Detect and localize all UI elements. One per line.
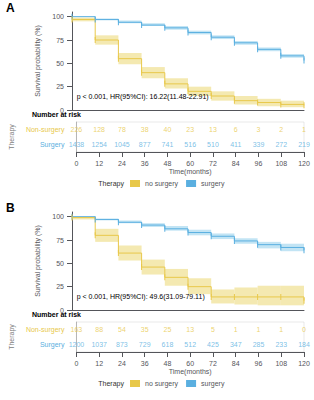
svg-text:1037: 1037 xyxy=(91,341,107,348)
svg-text:60: 60 xyxy=(186,360,194,367)
svg-text:163: 163 xyxy=(71,326,83,333)
svg-text:3: 3 xyxy=(257,126,261,133)
svg-text:108: 108 xyxy=(275,360,287,367)
svg-text:Number at risk: Number at risk xyxy=(32,311,81,318)
svg-text:184: 184 xyxy=(298,341,310,348)
svg-text:0: 0 xyxy=(302,326,306,333)
svg-text:0: 0 xyxy=(60,306,64,314)
svg-text:0: 0 xyxy=(60,106,64,114)
svg-text:510: 510 xyxy=(207,141,219,148)
svg-text:877: 877 xyxy=(139,141,151,148)
svg-text:1: 1 xyxy=(279,326,283,333)
svg-text:120: 120 xyxy=(298,360,310,367)
svg-text:Number at risk: Number at risk xyxy=(32,111,81,118)
svg-text:84: 84 xyxy=(232,360,240,367)
svg-text:873: 873 xyxy=(116,341,128,348)
svg-text:36: 36 xyxy=(141,360,149,367)
svg-text:12: 12 xyxy=(95,160,103,167)
svg-text:Therapy: Therapy xyxy=(8,324,16,350)
svg-text:25: 25 xyxy=(164,326,172,333)
svg-text:Therapy: Therapy xyxy=(98,180,124,188)
svg-text:128: 128 xyxy=(93,126,105,133)
svg-text:219: 219 xyxy=(298,141,310,148)
svg-text:Survival probability (%): Survival probability (%) xyxy=(34,25,42,97)
svg-text:25: 25 xyxy=(56,83,64,90)
svg-text:100: 100 xyxy=(52,213,64,220)
svg-text:36: 36 xyxy=(141,160,149,167)
svg-text:1200: 1200 xyxy=(69,341,85,348)
svg-text:23: 23 xyxy=(186,126,194,133)
svg-text:96: 96 xyxy=(255,360,263,367)
svg-text:Non-surgery: Non-surgery xyxy=(26,126,65,134)
svg-text:1: 1 xyxy=(257,326,261,333)
svg-text:p < 0.001, HR(95%CI): 49.6(31.: p < 0.001, HR(95%CI): 49.6(31.09-79.11) xyxy=(77,293,205,301)
svg-text:24: 24 xyxy=(118,160,126,167)
svg-text:78: 78 xyxy=(118,126,126,133)
svg-text:347: 347 xyxy=(230,341,242,348)
svg-text:108: 108 xyxy=(275,160,287,167)
svg-text:no surgery: no surgery xyxy=(145,180,179,188)
svg-text:p < 0.001, HR(95%CI): 16.22(11: p < 0.001, HR(95%CI): 16.22(11.48-22.91) xyxy=(77,93,209,101)
svg-text:50: 50 xyxy=(56,60,64,67)
svg-text:100: 100 xyxy=(52,13,64,20)
svg-text:35: 35 xyxy=(141,326,149,333)
svg-text:512: 512 xyxy=(184,341,196,348)
svg-text:84: 84 xyxy=(232,160,240,167)
svg-text:96: 96 xyxy=(255,160,263,167)
svg-text:Non-surgery: Non-surgery xyxy=(26,326,65,334)
svg-text:88: 88 xyxy=(95,326,103,333)
svg-text:1045: 1045 xyxy=(114,141,130,148)
svg-text:Time(months): Time(months) xyxy=(169,168,212,176)
svg-text:1438: 1438 xyxy=(69,141,85,148)
svg-text:411: 411 xyxy=(230,141,241,148)
svg-text:Surgery: Surgery xyxy=(40,141,65,149)
svg-text:75: 75 xyxy=(56,37,64,44)
svg-text:13: 13 xyxy=(209,126,217,133)
svg-text:A: A xyxy=(6,1,15,15)
svg-text:618: 618 xyxy=(162,341,174,348)
svg-text:5: 5 xyxy=(211,326,215,333)
svg-text:48: 48 xyxy=(164,360,172,367)
svg-text:0: 0 xyxy=(74,160,78,167)
svg-text:72: 72 xyxy=(209,160,217,167)
svg-text:Surgery: Surgery xyxy=(40,341,65,349)
svg-text:285: 285 xyxy=(253,341,265,348)
svg-text:2: 2 xyxy=(279,126,283,133)
svg-text:Time(months): Time(months) xyxy=(169,368,212,376)
svg-text:surgery: surgery xyxy=(201,180,225,188)
svg-text:Therapy: Therapy xyxy=(8,124,16,150)
svg-text:741: 741 xyxy=(162,141,174,148)
svg-text:Therapy: Therapy xyxy=(98,380,124,388)
svg-text:425: 425 xyxy=(207,341,219,348)
svg-text:54: 54 xyxy=(118,326,126,333)
svg-text:226: 226 xyxy=(71,126,83,133)
svg-text:0: 0 xyxy=(74,360,78,367)
svg-text:729: 729 xyxy=(139,341,151,348)
svg-text:516: 516 xyxy=(184,141,196,148)
svg-text:72: 72 xyxy=(209,360,217,367)
svg-text:60: 60 xyxy=(186,160,194,167)
svg-text:50: 50 xyxy=(56,260,64,267)
svg-text:25: 25 xyxy=(56,283,64,290)
svg-text:1: 1 xyxy=(234,326,238,333)
svg-text:1254: 1254 xyxy=(91,141,107,148)
svg-text:no surgery: no surgery xyxy=(145,380,179,388)
svg-text:6: 6 xyxy=(234,126,238,133)
svg-text:339: 339 xyxy=(253,141,265,148)
svg-text:1: 1 xyxy=(302,126,306,133)
svg-text:13: 13 xyxy=(186,326,194,333)
svg-text:surgery: surgery xyxy=(201,380,225,388)
svg-text:B: B xyxy=(6,201,15,215)
svg-text:38: 38 xyxy=(141,126,149,133)
svg-text:75: 75 xyxy=(56,237,64,244)
svg-text:233: 233 xyxy=(275,341,287,348)
svg-text:12: 12 xyxy=(95,360,103,367)
svg-text:48: 48 xyxy=(164,160,172,167)
svg-text:120: 120 xyxy=(298,160,310,167)
svg-text:40: 40 xyxy=(164,126,172,133)
svg-text:24: 24 xyxy=(118,360,126,367)
svg-text:272: 272 xyxy=(275,141,287,148)
svg-text:Survival probability (%): Survival probability (%) xyxy=(34,225,42,297)
